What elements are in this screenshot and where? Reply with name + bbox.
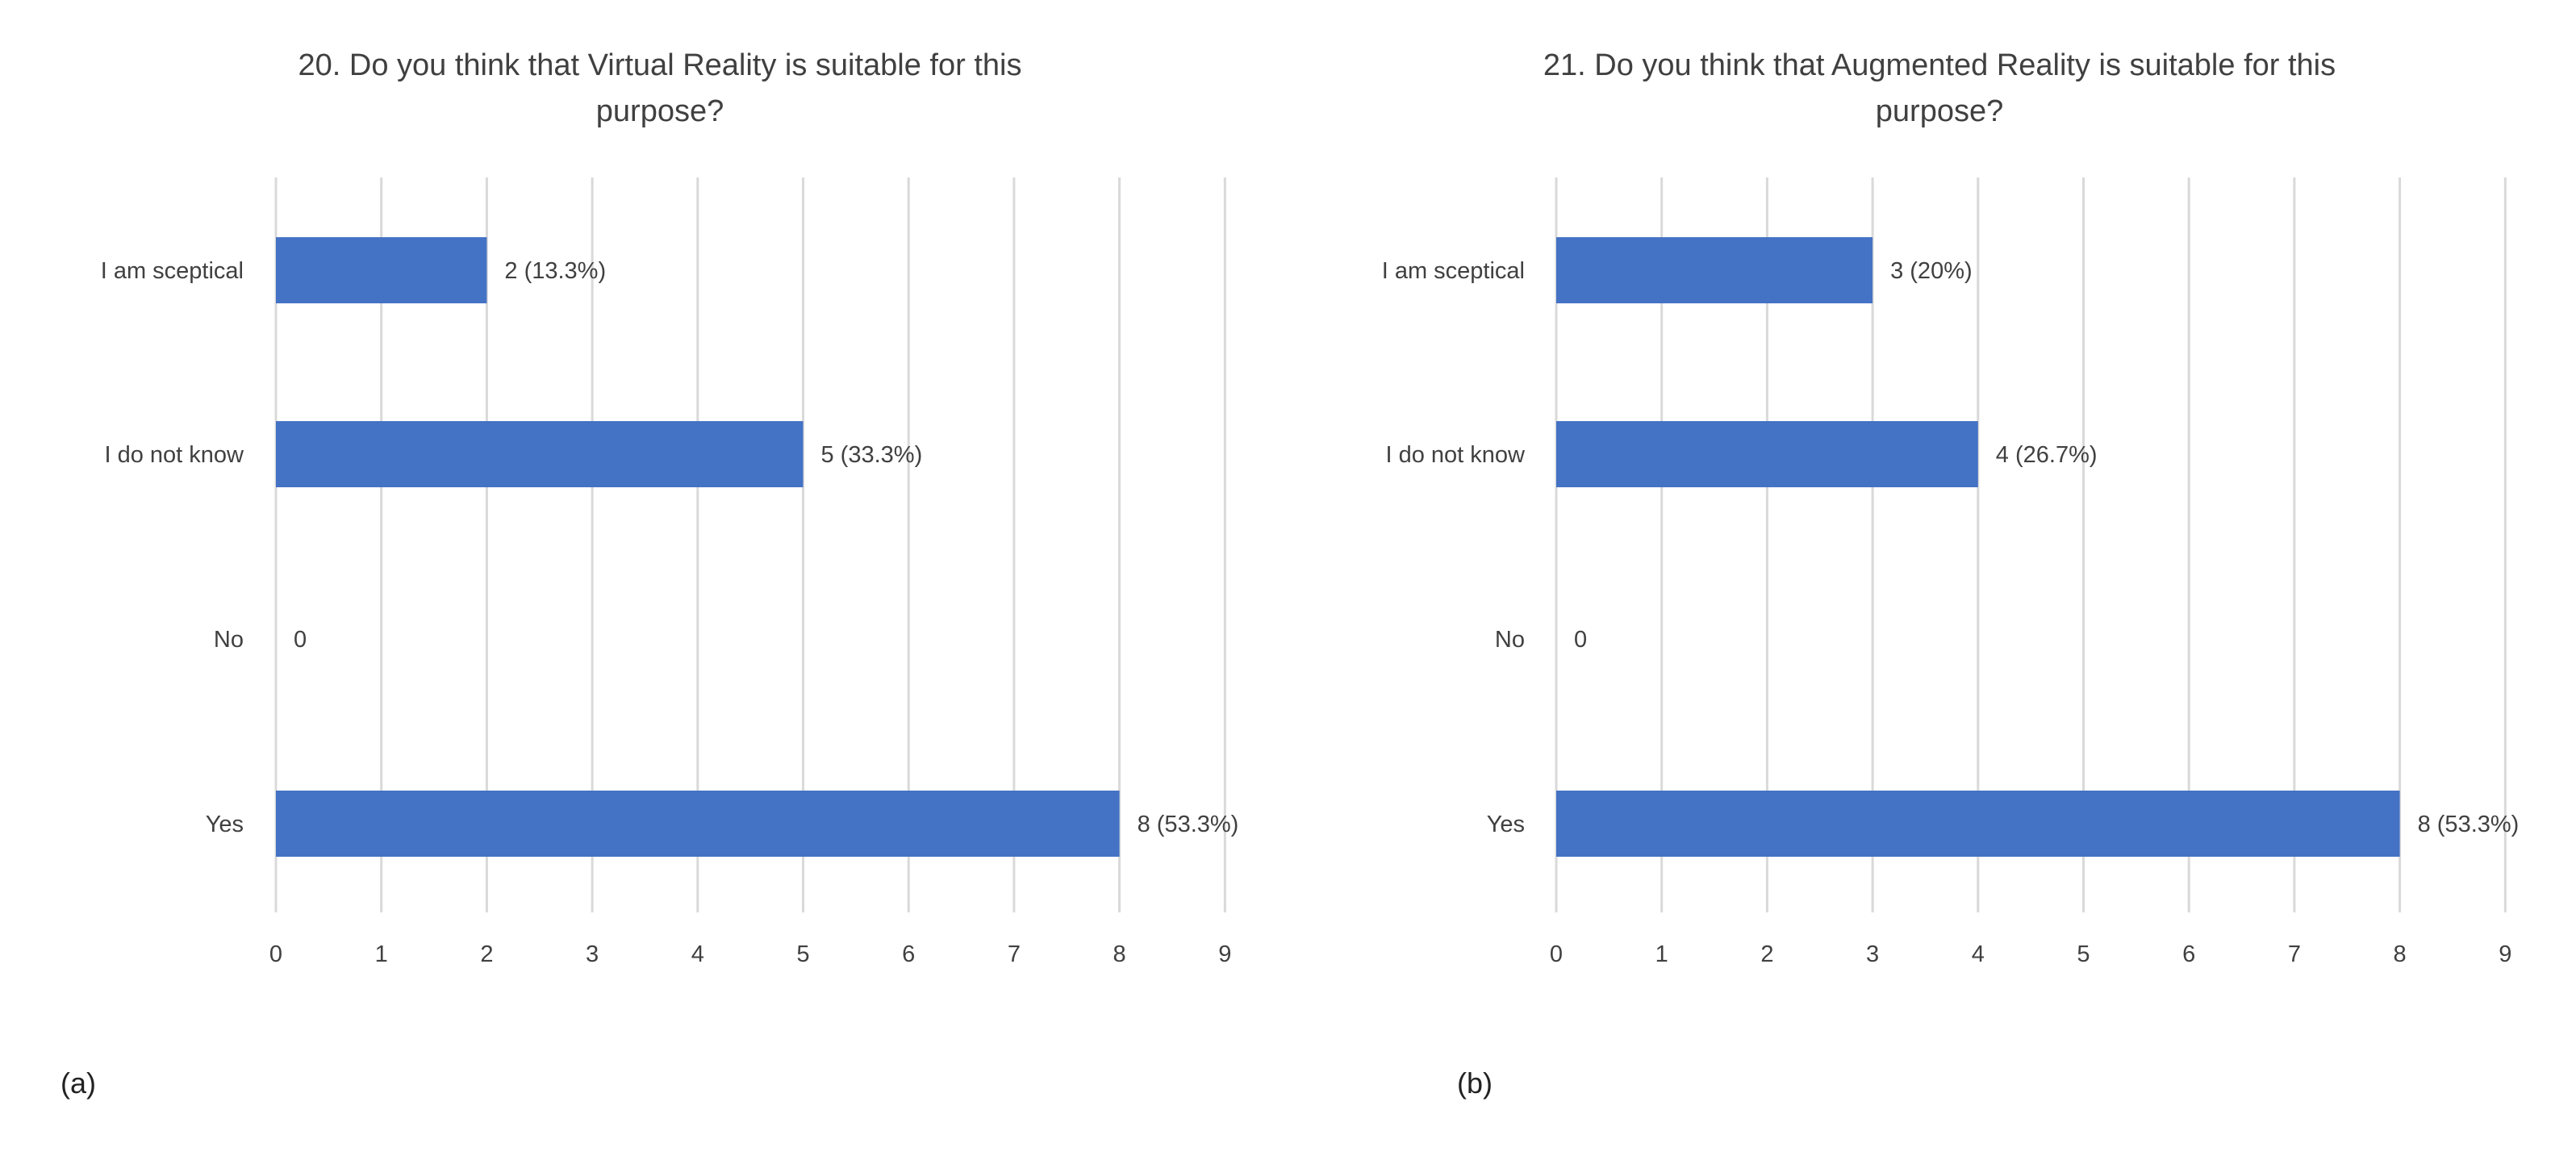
bar (1556, 237, 1873, 303)
category-label: I am sceptical (101, 258, 244, 284)
x-tick-label: 7 (2288, 941, 2301, 967)
bar (276, 237, 487, 303)
x-tick-label: 6 (2182, 941, 2195, 967)
x-tick-label: 0 (1550, 941, 1563, 967)
x-tick-label: 7 (1008, 941, 1021, 967)
x-tick-label: 6 (902, 941, 915, 967)
x-tick-label: 0 (269, 941, 282, 967)
data-label: 4 (26.7%) (1996, 442, 2098, 468)
x-tick-label: 4 (691, 941, 704, 967)
panel-label: (a) (61, 1066, 96, 1100)
bar (276, 421, 804, 487)
x-tick-label: 9 (2499, 941, 2511, 967)
x-tick-label: 3 (1866, 941, 1879, 967)
x-tick-label: 5 (796, 941, 809, 967)
chart-title: purpose? (1876, 94, 2003, 128)
x-tick-label: 3 (586, 941, 599, 967)
chart-title: 20. Do you think that Virtual Reality is… (299, 48, 1022, 82)
x-tick-label: 4 (1972, 941, 1985, 967)
x-tick-label: 1 (375, 941, 388, 967)
x-tick-label: 1 (1655, 941, 1668, 967)
category-label: No (214, 627, 244, 653)
chart-a: 20. Do you think that Virtual Reality is… (61, 48, 1238, 1100)
x-tick-label: 9 (1218, 941, 1231, 967)
bar (1556, 421, 1978, 487)
category-label: I do not know (105, 442, 245, 468)
x-tick-label: 8 (2394, 941, 2407, 967)
x-tick-label: 5 (2077, 941, 2090, 967)
x-tick-label: 2 (1760, 941, 1773, 967)
data-label: 3 (20%) (1890, 258, 1973, 284)
data-label: 2 (13.3%) (504, 258, 606, 284)
category-label: Yes (206, 812, 244, 837)
chart-b: 21. Do you think that Augmented Reality … (1382, 48, 2520, 1100)
panel-label: (b) (1457, 1066, 1493, 1100)
x-tick-label: 8 (1113, 941, 1126, 967)
data-label: 8 (53.3%) (1138, 812, 1239, 837)
data-label: 5 (33.3%) (821, 442, 923, 468)
data-label: 0 (1574, 627, 1587, 653)
data-label: 8 (53.3%) (2418, 812, 2520, 837)
category-label: I do not know (1386, 442, 1526, 468)
bar (1556, 791, 2400, 857)
chart-title: 21. Do you think that Augmented Reality … (1543, 48, 2336, 82)
x-tick-label: 2 (480, 941, 493, 967)
chart-title: purpose? (596, 94, 724, 128)
category-label: No (1495, 627, 1525, 653)
category-label: I am sceptical (1382, 258, 1525, 284)
category-label: Yes (1487, 812, 1525, 837)
data-label: 0 (294, 627, 307, 653)
bar (276, 791, 1120, 857)
